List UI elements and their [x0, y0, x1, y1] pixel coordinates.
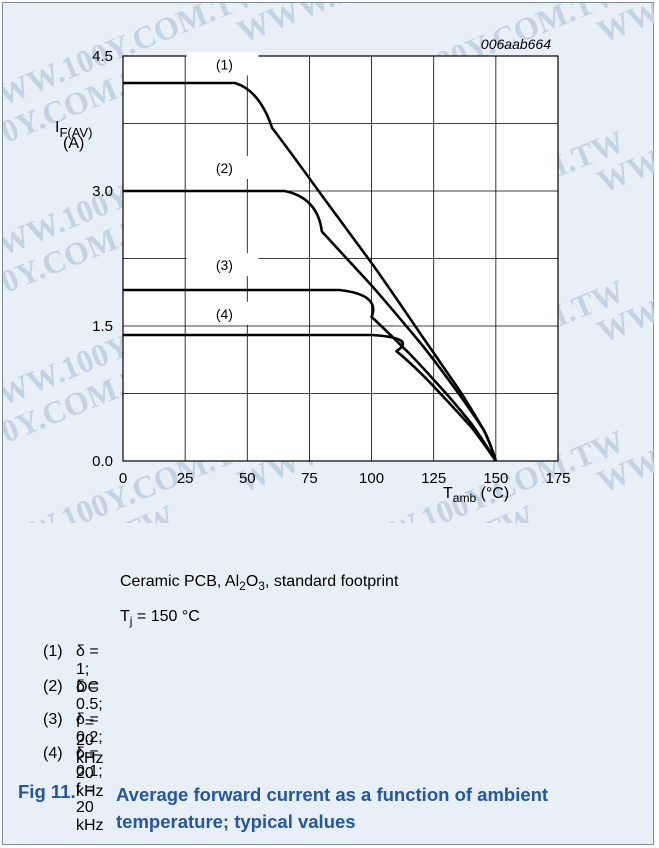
x-tick-label: 25: [177, 470, 194, 487]
series-label-bg: [186, 52, 259, 76]
series-label: (1): [216, 57, 233, 73]
y-tick-label: 0.0: [92, 453, 113, 470]
condition-text: δ = 0.2; f = 20 kHz: [76, 711, 104, 800]
substrate-note: Ceramic PCB, Al2O3, standard footprint: [120, 573, 399, 594]
x-tick-label: 75: [301, 470, 318, 487]
condition-number: (3): [43, 711, 63, 728]
watermark-text: WWW.100Y.COM.TW: [592, 47, 655, 199]
condition-text: δ = 0.1; f = 20 kHz: [76, 745, 104, 834]
y-tick-label: 4.5: [92, 48, 113, 65]
y-tick-label: 1.5: [92, 318, 113, 335]
series-line: [123, 189, 498, 462]
figure-caption: Average forward current as a function of…: [116, 784, 549, 832]
watermark-text: WWW.100Y.COM.TW: [592, 347, 655, 499]
condition-number: (1): [43, 643, 63, 660]
condition-number: (4): [43, 745, 63, 762]
x-tick-label: 175: [545, 470, 570, 487]
y-tick-label: 3.0: [92, 183, 113, 200]
figure-number: Fig 11.: [18, 781, 76, 802]
series-label: (3): [216, 257, 233, 273]
series-line: [123, 288, 497, 462]
condition-text: δ = 0.5; f = 20 kHz: [76, 678, 104, 767]
plot-frame: [122, 55, 559, 462]
x-axis-label: Tamb (°C): [443, 485, 509, 505]
condition-number: (2): [43, 678, 63, 695]
y-axis-label: IF(AV): [55, 119, 92, 140]
series: (1) (2) (3) (4): [123, 52, 498, 462]
condition-text: δ = 1; DC: [76, 643, 100, 696]
series-label: (4): [216, 306, 233, 322]
watermark-text: WWW.100Y.COM.TW: [592, 497, 655, 523]
series-label-bg: [186, 253, 259, 277]
x-tick-label: 50: [239, 470, 256, 487]
chart: WWW.100Y.COM.TW WWW.100Y.COM.TWWWW.100Y.C…: [3, 3, 655, 523]
x-tick-label: 125: [421, 470, 446, 487]
watermark-text: WWW.100Y.COM.TW: [592, 197, 655, 349]
series-label: (2): [216, 160, 233, 176]
x-tick-label: 0: [119, 470, 127, 487]
y-axis-unit: (A): [63, 135, 84, 152]
series-label-bg: [186, 301, 259, 325]
x-tick-label: 150: [483, 470, 508, 487]
series-label-bg: [186, 156, 259, 179]
tick-labels: 0 25 50 75 100 125 150 175 0.0 1.5 3.0 4.5: [92, 48, 570, 487]
junction-temperature-note: Tj = 150 °C: [120, 608, 200, 629]
series-line: [123, 333, 497, 462]
diagram-id: 006aab664: [481, 36, 551, 52]
x-tick-label: 100: [359, 470, 384, 487]
